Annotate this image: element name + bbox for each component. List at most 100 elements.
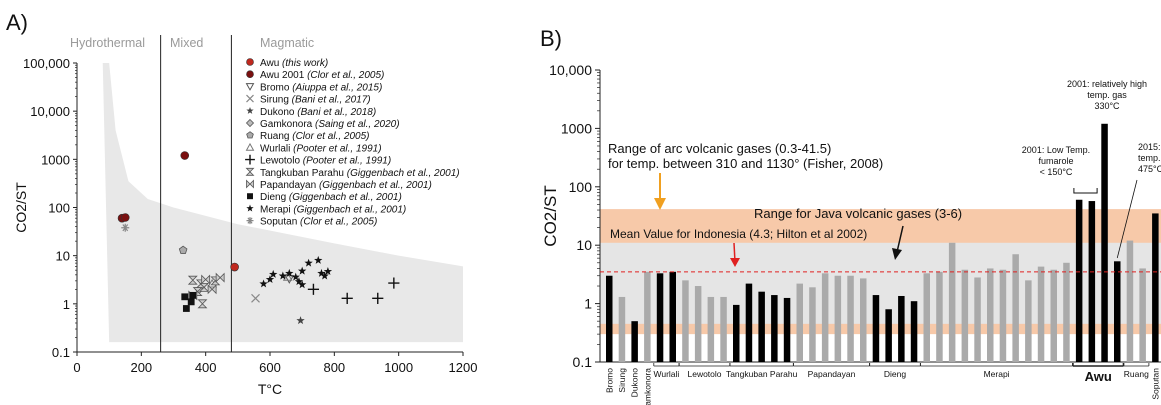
bar (1037, 266, 1045, 362)
data-point (320, 271, 329, 280)
annotation-2015: 2015: high (1138, 142, 1161, 152)
legend-marker (246, 58, 254, 66)
data-point (121, 223, 130, 232)
annotation-2001-high: 330°C (1094, 101, 1120, 111)
bar (961, 269, 969, 362)
data-point (294, 277, 304, 286)
legend-marker (246, 106, 254, 114)
bar (923, 273, 930, 362)
bar (809, 287, 816, 362)
bar (1101, 123, 1108, 362)
legend-entry-dukono: Dukono (Bani et al., 2018) (260, 107, 376, 118)
series-lewotolo (307, 277, 400, 304)
legend-entry-citation: (Saing et al., 2020) (312, 119, 399, 130)
annotation-arc-line2: for temp. between 310 and 1130° (Fisher,… (608, 156, 883, 171)
group-label-gamkonora: Gamkonora (642, 368, 652, 405)
legend-entry-gamkonora: Gamkonora (Saing et al., 2020) (260, 119, 400, 130)
legend-entry-name: Papandayan (260, 180, 316, 191)
arc-arrowhead (654, 198, 666, 210)
data-point (323, 267, 333, 276)
annotation-2001-high: 2001: relatively high (1067, 79, 1147, 89)
y-tick-label: 1 (63, 297, 70, 312)
legend-entry-citation: (Clor et al., 2005) (289, 131, 369, 142)
legend-entry-name: Awu (260, 58, 279, 69)
bar (974, 277, 981, 362)
data-point (181, 293, 189, 301)
legend-entry-citation: (Giggenbach et al., 2001) (291, 204, 407, 215)
legend-entry-citation: (Giggenbach et al., 2001) (344, 168, 460, 179)
bar (1088, 201, 1096, 362)
legend-entry-bromo: Bromo (Aiuppa et al., 2015) (260, 82, 382, 93)
group-label-wurlali: Wurlali (653, 369, 679, 379)
annotation-mean: Mean Value for Indonesia (4.3; Hilton et… (610, 227, 867, 241)
java-arrow (896, 225, 904, 253)
bar (1050, 269, 1057, 362)
region-label-mixed: Mixed (170, 36, 203, 50)
bar (821, 273, 829, 362)
bar (796, 283, 803, 362)
legend-entry-name: Dukono (260, 107, 295, 118)
shaded-field (102, 63, 463, 343)
y-tick-label: 100 (48, 201, 70, 216)
legend-marker (245, 167, 255, 176)
annotation-2001-low: 2001: Low Temp. (1022, 145, 1090, 155)
bar (834, 275, 842, 362)
bar (872, 295, 880, 362)
series-merapi (259, 255, 333, 289)
legend-marker (246, 204, 254, 212)
legend-entry-citation: (Giggenbach et al., 2001) (316, 180, 432, 191)
group-label-dieng: Dieng (884, 369, 906, 379)
bar (1012, 254, 1019, 362)
x-tick-label: 800 (323, 360, 345, 375)
bar (910, 301, 918, 362)
data-point (197, 299, 208, 309)
panel-label-a: A) (6, 10, 28, 35)
data-point (120, 213, 130, 222)
bar (694, 286, 702, 362)
group-label-merapi: Merapi (984, 369, 1010, 379)
y-tick-label: 0.1 (52, 345, 70, 360)
legend-entry-citation: (Bani et al., 2018) (294, 107, 376, 118)
legend-entry-name: Tangkuban Parahu (260, 168, 344, 179)
legend-entry-citation: (Pooter et al., 1991) (290, 143, 381, 154)
annotation-2001-high: temp. gas (1087, 90, 1127, 100)
data-point (215, 272, 225, 283)
data-point (187, 275, 198, 285)
bar (1025, 280, 1032, 362)
legend-marker (246, 131, 254, 139)
group-label-awu: Awu (1085, 369, 1112, 384)
legend-entry-citation: (Aiuppa et al., 2015) (289, 82, 382, 93)
data-point (307, 283, 320, 295)
series-sirung (251, 293, 260, 303)
group-label-ruang: Ruang (1124, 369, 1149, 379)
region-label-hydrothermal: Hydrothermal (70, 36, 145, 50)
legend-entry-sirung: Sirung (Bani et al., 2017) (260, 95, 371, 106)
data-point (269, 269, 278, 278)
bracket-2001-low (1073, 188, 1098, 194)
series-awu-2001 (117, 151, 190, 223)
data-point (199, 282, 210, 292)
annotation-2001-low: fumarole (1038, 156, 1073, 166)
y-tick-label: 1000 (561, 120, 592, 136)
y-tick-label: 100,000 (23, 56, 70, 71)
bar (745, 283, 753, 362)
x-tick-label: 0 (73, 360, 80, 375)
legend-entry-wurlali: Wurlali (Pooter et al., 1991) (260, 143, 382, 154)
data-point (282, 272, 293, 281)
bar (644, 271, 651, 362)
legend-marker (245, 83, 255, 91)
bar (898, 295, 905, 362)
legend-entry-citation: (Bani et al., 2017) (289, 95, 371, 106)
x-tick-label: 1200 (449, 360, 478, 375)
y-tick-label: 10,000 (549, 62, 592, 78)
legend-entry-merapi: Merapi (Giggenbach et al., 2001) (260, 204, 406, 215)
y-tick-label: 10,000 (30, 104, 70, 119)
y-axis-title: CO2/ST (541, 185, 560, 246)
data-point (297, 266, 307, 275)
bar (936, 271, 943, 362)
legend-marker (245, 142, 255, 151)
y-tick-label: 10 (576, 237, 592, 253)
bar (631, 321, 638, 362)
legend-marker (247, 193, 253, 200)
